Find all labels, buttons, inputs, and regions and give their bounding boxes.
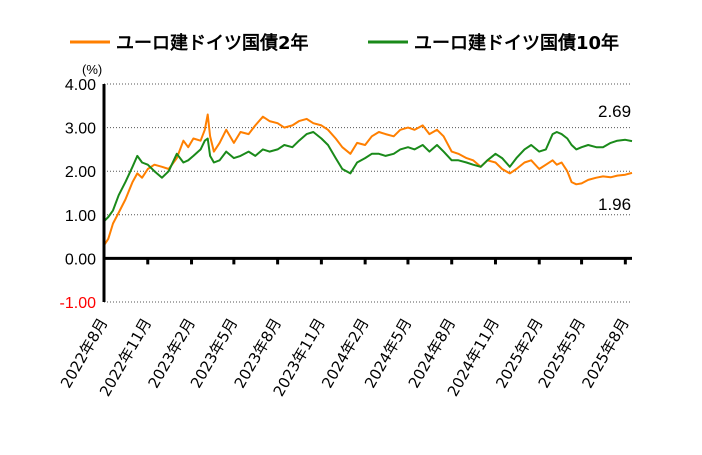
- y-unit-label: (%): [82, 62, 102, 77]
- legend: ユーロ建ドイツ国債2年 ユーロ建ドイツ国債10年: [70, 32, 619, 54]
- x-axis-ticks: 2022年8月2022年11月2023年2月2023年5月2023年8月2023…: [57, 258, 633, 400]
- series-line-2y: [103, 113, 633, 246]
- end-label-2y: 1.96: [598, 195, 631, 214]
- y-tick-label: 3.00: [65, 121, 96, 138]
- y-tick-label: 0.00: [65, 251, 96, 268]
- legend-label-10y: ユーロ建ドイツ国債10年: [414, 32, 619, 54]
- y-tick-label: 2.00: [65, 164, 96, 181]
- series-lines: [103, 113, 633, 246]
- legend-label-2y: ユーロ建ドイツ国債2年: [116, 32, 309, 54]
- y-tick-label: -1.00: [60, 295, 97, 312]
- y-axis-ticks: 4.00 3.00 2.00 1.00 0.00 -1.00: [60, 77, 97, 312]
- gridlines: [104, 83, 632, 303]
- y-tick-label: 4.00: [65, 77, 96, 94]
- series-line-10y: [103, 131, 633, 223]
- y-tick-label: 1.00: [65, 208, 96, 225]
- end-label-10y: 2.69: [598, 102, 631, 121]
